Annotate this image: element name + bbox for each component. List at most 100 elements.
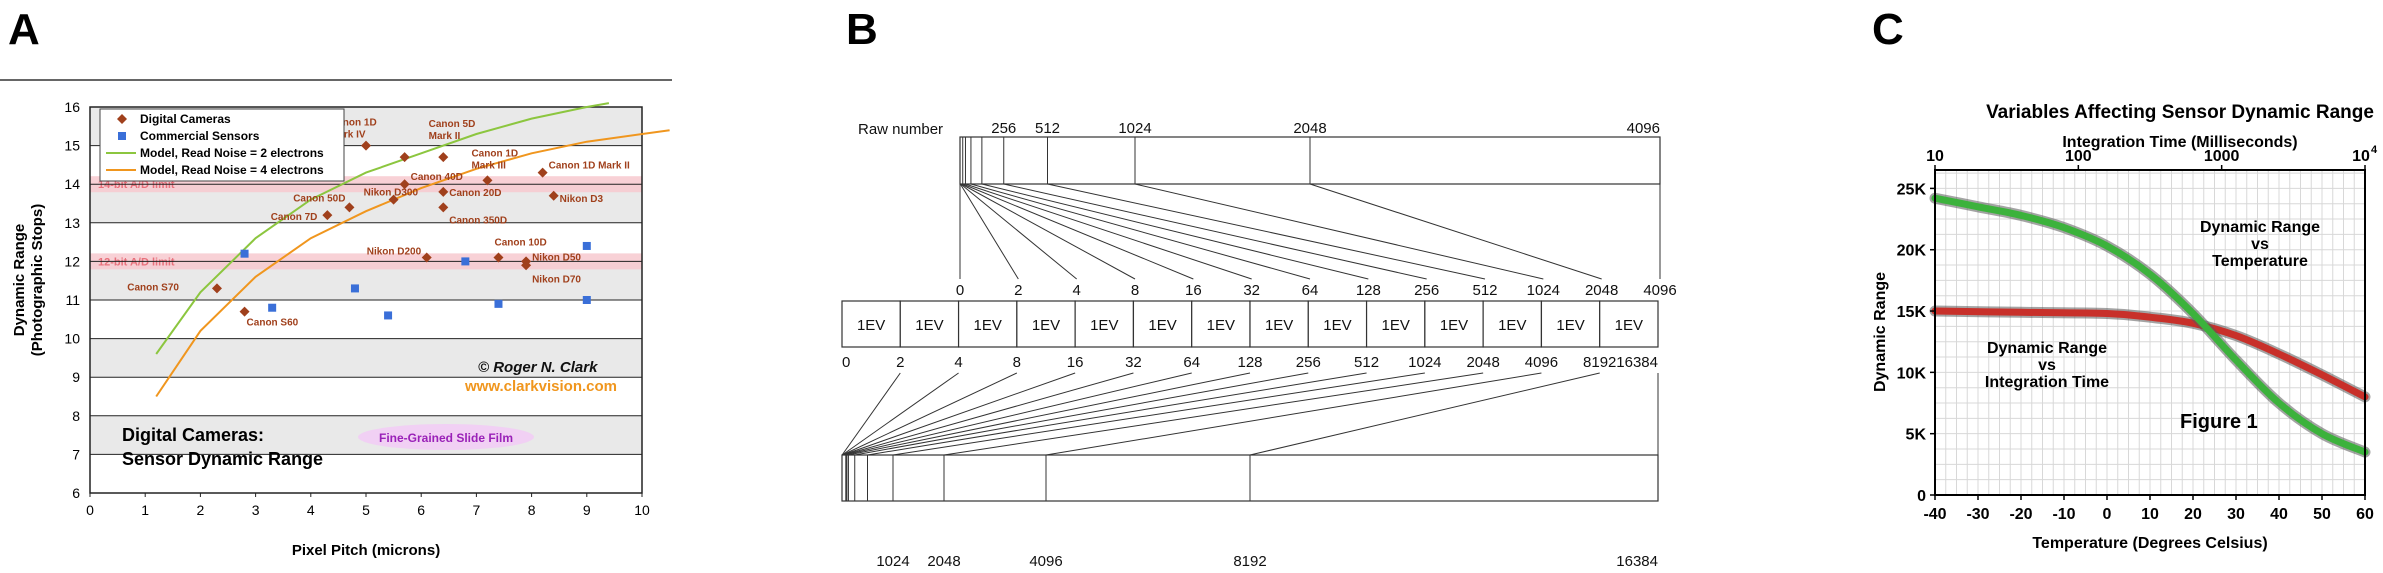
camera-point (344, 202, 355, 213)
y-tick-label: 9 (72, 369, 80, 385)
fan-line (843, 372, 1134, 456)
linear-tick-label: 256 (1414, 282, 1439, 299)
series-label: vs (2251, 236, 2269, 253)
fan-line (842, 372, 1076, 456)
x-tick-label: 9 (583, 502, 591, 518)
bottom-tick-label: 16384 (1616, 553, 1658, 570)
ev-tick-label: 1024 (1408, 354, 1441, 371)
camera-label: Canon 10D (494, 238, 546, 249)
camera-point (361, 140, 371, 151)
chart-title: Variables Affecting Sensor Dynamic Range (1986, 102, 2374, 123)
sensor-point (582, 296, 591, 304)
sensor-point (268, 303, 277, 312)
fan-line (1309, 183, 1602, 280)
ev-tick-label: 2 (896, 354, 904, 371)
camera-point (493, 252, 504, 263)
ev-tick-label: 128 (1237, 354, 1262, 371)
raw-tick-label: 2048 (1293, 120, 1326, 137)
camera-point (388, 194, 399, 205)
legend-square-icon (118, 132, 126, 140)
copyright-note: © Roger N. Clark (478, 359, 598, 376)
fan-line (959, 183, 1019, 280)
fan-line (943, 372, 1484, 456)
ev-box (1249, 300, 1309, 348)
top-axis-label: Integration Time (Milliseconds) (2062, 134, 2297, 151)
panel-a-label: A (8, 5, 40, 54)
film-label-glow (358, 424, 534, 450)
ev-tick-label: 2048 (1466, 354, 1499, 371)
camera-label: Canon S70 (127, 282, 179, 293)
y-axis-label: Dynamic Range (1872, 272, 1889, 392)
camera-label: Canon 5D (429, 119, 476, 130)
y-tick-label: 11 (65, 292, 80, 308)
x-tick-label: 10 (2141, 506, 2159, 523)
linear-tick-label: 64 (1302, 282, 1319, 299)
x-tick-label: 5 (362, 502, 370, 518)
y-tick-label: 20K (1897, 243, 1927, 260)
fan-line (962, 183, 1194, 280)
linear-tick-label: 4096 (1643, 282, 1676, 299)
camera-label: Mark IV (330, 130, 366, 141)
top-tick-exponent: 4 (2371, 144, 2378, 156)
panel-c-label: C (1872, 5, 1904, 54)
y-tick-label: 6 (72, 485, 80, 501)
camera-label: Canon S60 (247, 318, 299, 329)
legend-box (99, 108, 345, 182)
sensor-point (461, 257, 470, 266)
camera-point (438, 202, 449, 213)
top-tick-label: 1000 (2204, 148, 2240, 165)
ev-tick-label: 4 (954, 354, 962, 371)
ev-box-label: 1EV (1556, 317, 1584, 334)
y-tick-label: 15K (1897, 304, 1927, 321)
camera-label: Canon 1D (471, 148, 518, 159)
ev-box-label: 1EV (974, 317, 1002, 334)
ev-tick-label: 8192 (1583, 354, 1616, 371)
ev-box-label: 1EV (1207, 317, 1235, 334)
panel-b-label: B (846, 5, 878, 54)
linear-tick-label: 16 (1185, 282, 1202, 299)
top-tick-label: 10 (1926, 148, 1944, 165)
linear-tick-label: 8 (1131, 282, 1139, 299)
ev-box-label: 1EV (1032, 317, 1060, 334)
y-tick-label: 0 (1917, 488, 1926, 505)
y-tick-label: 14 (64, 176, 80, 192)
camera-label: Mark III (471, 160, 506, 171)
x-tick-label: 4 (307, 502, 315, 518)
x-tick-label: -30 (1966, 506, 1989, 523)
ev-box-label: 1EV (915, 317, 943, 334)
camera-label: Canon 20D (449, 188, 501, 199)
camera-point (239, 306, 250, 317)
x-tick-label: -40 (1923, 506, 1946, 523)
raw-number-label: Raw number (858, 121, 943, 138)
camera-point (421, 252, 432, 263)
legend-entry: Commercial Sensors (140, 129, 260, 143)
camera-label: Nikon D3 (560, 194, 604, 205)
fan-line (845, 372, 1192, 456)
legend-entry: Model, Read Noise = 4 electrons (140, 163, 324, 177)
ev-box (1599, 300, 1659, 348)
sensor-point (240, 249, 249, 258)
ev-box (1482, 300, 1543, 348)
film-label: Fine-Grained Slide Film (379, 431, 513, 445)
fan-line (841, 372, 959, 456)
limit-band-label: 12-bit A/D limit (98, 256, 175, 268)
sensor-point (582, 241, 591, 250)
fan-line (1045, 372, 1542, 456)
ev-tick-label: 16384 (1616, 354, 1658, 371)
y-tick-label: 7 (72, 446, 80, 462)
camera-point (438, 186, 449, 197)
camera-point (211, 283, 222, 294)
ev-tick-label: 32 (1125, 354, 1142, 371)
ev-box (899, 300, 960, 348)
fan-line (1134, 183, 1544, 280)
bottom-tick-label: 4096 (1029, 553, 1062, 570)
camera-point (399, 152, 410, 163)
ev-tick-label: 0 (842, 354, 850, 371)
linear-tick-label: 32 (1243, 282, 1260, 299)
ev-box (1365, 300, 1426, 348)
top-tick-label: 10 (2352, 148, 2370, 165)
bottom-tick-label: 1024 (876, 553, 909, 570)
ev-box (1016, 300, 1076, 348)
raw-tick-label: 4096 (1627, 120, 1660, 137)
fan-line (981, 183, 1369, 280)
